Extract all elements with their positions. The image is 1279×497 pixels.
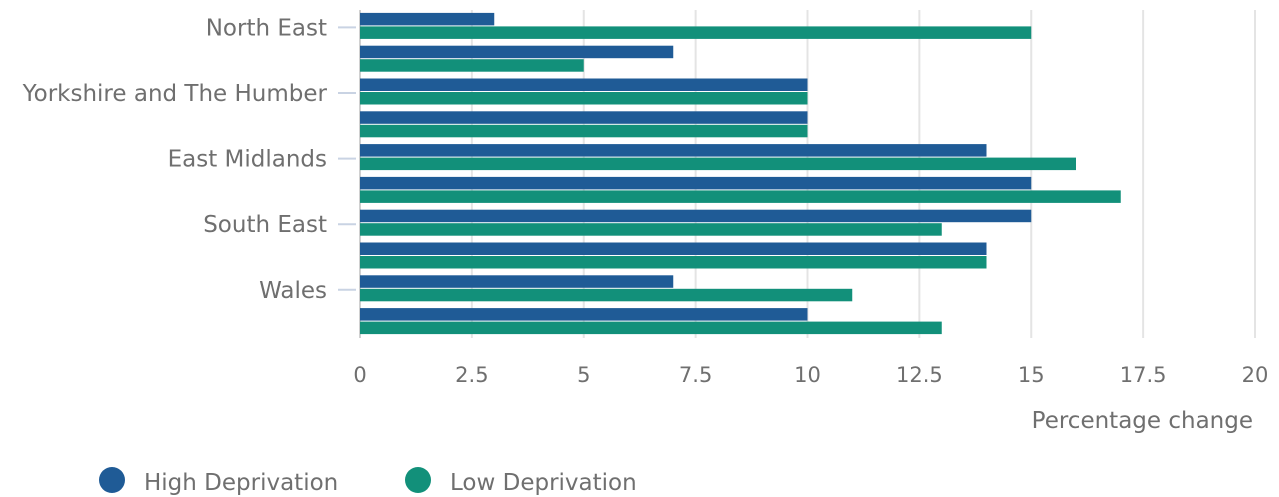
- bar: [360, 176, 1032, 190]
- bar: [360, 124, 808, 138]
- bar: [360, 45, 674, 59]
- bar: [360, 223, 942, 236]
- bar: [360, 288, 853, 302]
- x-tick-label: 15: [1018, 363, 1045, 387]
- y-tick-label: East Midlands: [168, 147, 327, 173]
- bar: [360, 275, 674, 288]
- bar: [360, 111, 808, 124]
- bar: [360, 242, 987, 255]
- bar: [360, 26, 1032, 39]
- bar: [360, 190, 1121, 203]
- x-tick-label: 7.5: [679, 363, 712, 387]
- x-tick-label: 2.5: [455, 363, 488, 387]
- legend: High Deprivation Low Deprivation: [99, 467, 637, 496]
- legend-marker: [405, 467, 431, 493]
- x-tick-label: 20: [1242, 363, 1269, 387]
- x-axis-title: Percentage change: [1032, 408, 1253, 434]
- y-tick-marks: [338, 26, 356, 291]
- y-tick-label: South East: [203, 212, 327, 238]
- legend-label: High Deprivation: [144, 470, 338, 496]
- bar: [360, 209, 1032, 223]
- bar: [360, 157, 1076, 171]
- legend-label: Low Deprivation: [450, 470, 637, 496]
- bar: [360, 308, 808, 321]
- legend-marker: [99, 467, 125, 493]
- bar: [360, 144, 987, 157]
- y-tick-labels: North East Yorkshire and The Humber East M…: [22, 15, 328, 303]
- x-tick-label: 10: [794, 363, 821, 387]
- bar: [360, 256, 987, 269]
- y-tick-label: North East: [206, 15, 327, 41]
- bar: [360, 92, 808, 105]
- bar: [360, 78, 808, 91]
- y-tick-label: Yorkshire and The Humber: [22, 81, 328, 107]
- bars: [360, 12, 1121, 335]
- bar: [360, 59, 584, 72]
- x-tick-label: 17.5: [1120, 363, 1167, 387]
- x-tick-label: 5: [577, 363, 590, 387]
- x-tick-labels: 0 2.5 5 7.5 10 12.5 15 17.5 20: [353, 363, 1268, 387]
- bar: [360, 12, 495, 26]
- bar: [360, 321, 942, 335]
- y-tick-label: Wales: [259, 278, 327, 304]
- x-tick-label: 12.5: [896, 363, 943, 387]
- x-tick-label: 0: [353, 363, 366, 387]
